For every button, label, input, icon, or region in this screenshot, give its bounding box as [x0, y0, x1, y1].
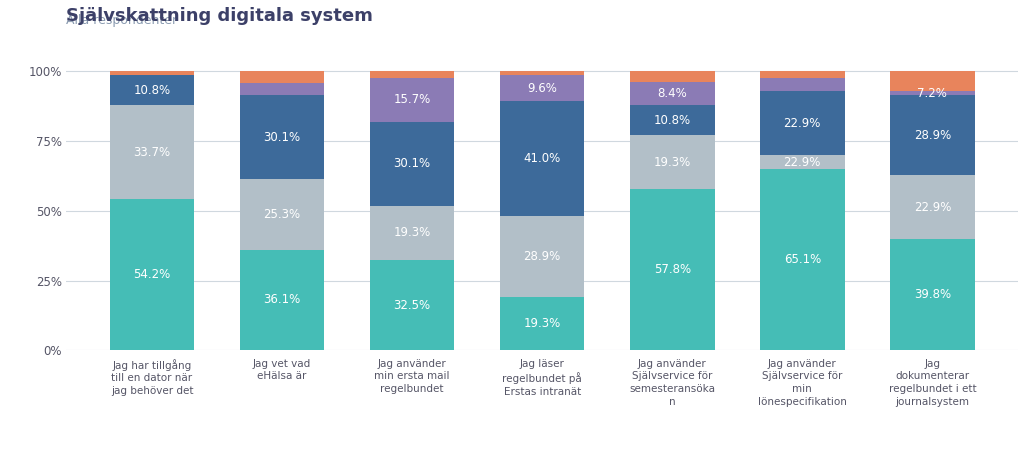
Bar — [370, 78, 454, 122]
Text: 39.8%: 39.8% — [914, 288, 951, 301]
Bar — [370, 260, 454, 350]
Text: 10.8%: 10.8% — [654, 114, 691, 126]
Text: Självskattning digitala system: Självskattning digitala system — [66, 7, 373, 25]
Text: 22.9%: 22.9% — [784, 117, 821, 130]
Text: 25.3%: 25.3% — [264, 208, 301, 221]
Text: 41.0%: 41.0% — [524, 152, 561, 165]
Text: 28.9%: 28.9% — [914, 129, 951, 142]
Bar — [109, 75, 194, 105]
Bar — [370, 71, 454, 78]
Bar — [239, 250, 324, 350]
Text: 65.1%: 65.1% — [784, 253, 820, 266]
Text: 28.9%: 28.9% — [524, 250, 561, 263]
Bar — [890, 239, 975, 350]
Bar — [370, 122, 454, 206]
Bar — [630, 81, 714, 105]
Bar — [760, 155, 845, 169]
Text: 9.6%: 9.6% — [527, 81, 558, 95]
Bar — [630, 135, 714, 189]
Bar — [890, 95, 975, 176]
Text: 57.8%: 57.8% — [654, 263, 691, 276]
Text: 30.1%: 30.1% — [394, 157, 431, 170]
Bar — [239, 71, 324, 82]
Bar — [109, 105, 194, 199]
Text: 36.1%: 36.1% — [264, 293, 301, 307]
Bar — [760, 71, 845, 78]
Bar — [109, 71, 194, 75]
Text: Alla respondenter: Alla respondenter — [66, 14, 178, 27]
Text: 22.9%: 22.9% — [784, 156, 821, 168]
Bar — [630, 189, 714, 350]
Bar — [500, 71, 584, 75]
Bar — [760, 169, 845, 350]
Bar — [890, 176, 975, 239]
Bar — [239, 179, 324, 250]
Text: 15.7%: 15.7% — [394, 93, 431, 106]
Bar — [760, 78, 845, 91]
Bar — [500, 216, 584, 297]
Text: 8.4%: 8.4% — [658, 87, 687, 100]
Text: 33.7%: 33.7% — [133, 146, 171, 159]
Text: 22.9%: 22.9% — [914, 201, 951, 214]
Bar — [630, 71, 714, 81]
Text: 54.2%: 54.2% — [133, 268, 171, 281]
Bar — [890, 91, 975, 95]
Bar — [760, 91, 845, 155]
Bar — [500, 75, 584, 101]
Bar — [890, 71, 975, 91]
Bar — [239, 95, 324, 179]
Bar — [630, 105, 714, 135]
Bar — [239, 82, 324, 95]
Bar — [109, 199, 194, 350]
Text: 19.3%: 19.3% — [394, 226, 431, 239]
Bar — [500, 297, 584, 350]
Text: 32.5%: 32.5% — [394, 298, 431, 312]
Text: 10.8%: 10.8% — [133, 84, 171, 96]
Text: 30.1%: 30.1% — [264, 131, 301, 143]
Bar — [500, 101, 584, 216]
Text: 19.3%: 19.3% — [524, 317, 561, 330]
Bar — [370, 206, 454, 260]
Text: 7.2%: 7.2% — [918, 86, 947, 100]
Text: 19.3%: 19.3% — [654, 156, 691, 169]
